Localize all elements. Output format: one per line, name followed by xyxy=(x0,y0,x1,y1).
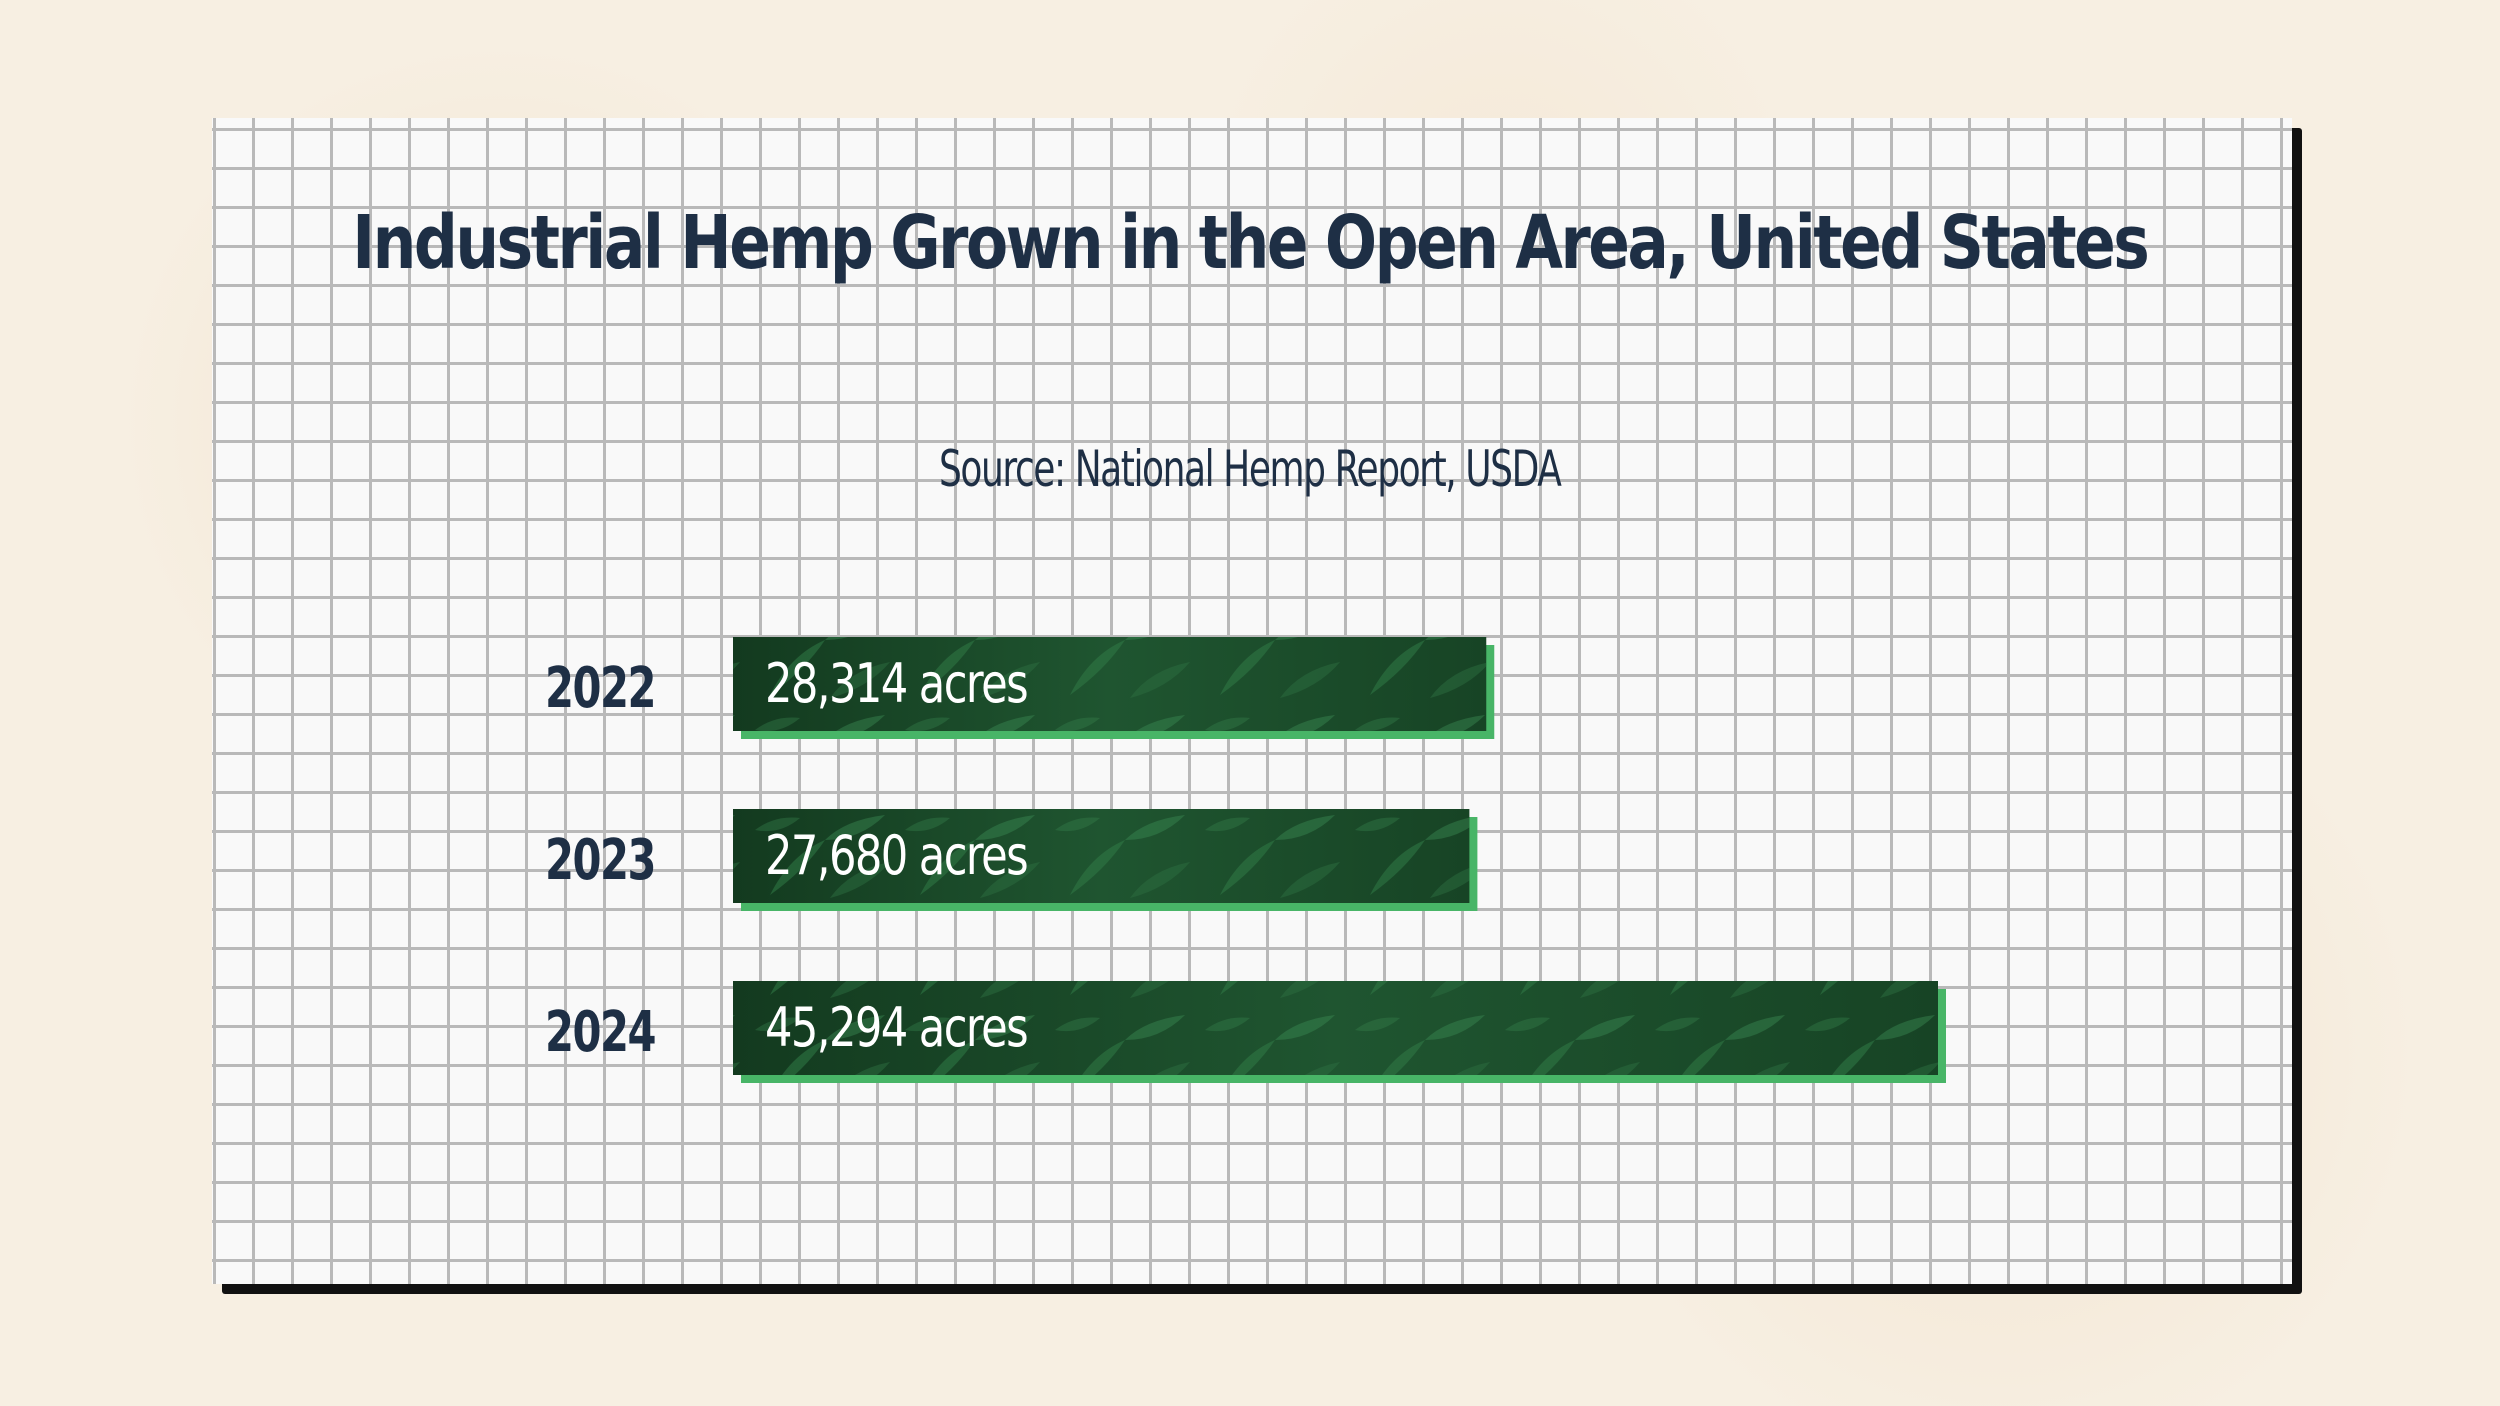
chart-subtitle: Source: National Hemp Report, USDA xyxy=(938,440,1562,498)
bar-texture-2024 xyxy=(733,981,1938,1075)
chart-title: Industrial Hemp Grown in the Open Area, … xyxy=(352,200,2150,286)
value-label-2024: 45,294 acres xyxy=(765,996,1027,1059)
bar-texture-2023 xyxy=(733,809,1470,903)
bar-texture-2022 xyxy=(733,637,1487,731)
category-label-2024: 2024 xyxy=(545,1000,655,1065)
value-label-2023: 27,680 acres xyxy=(765,824,1027,887)
category-label-2023: 2023 xyxy=(545,828,655,893)
category-label-2022: 2022 xyxy=(545,656,655,721)
value-label-2022: 28,314 acres xyxy=(765,652,1027,715)
